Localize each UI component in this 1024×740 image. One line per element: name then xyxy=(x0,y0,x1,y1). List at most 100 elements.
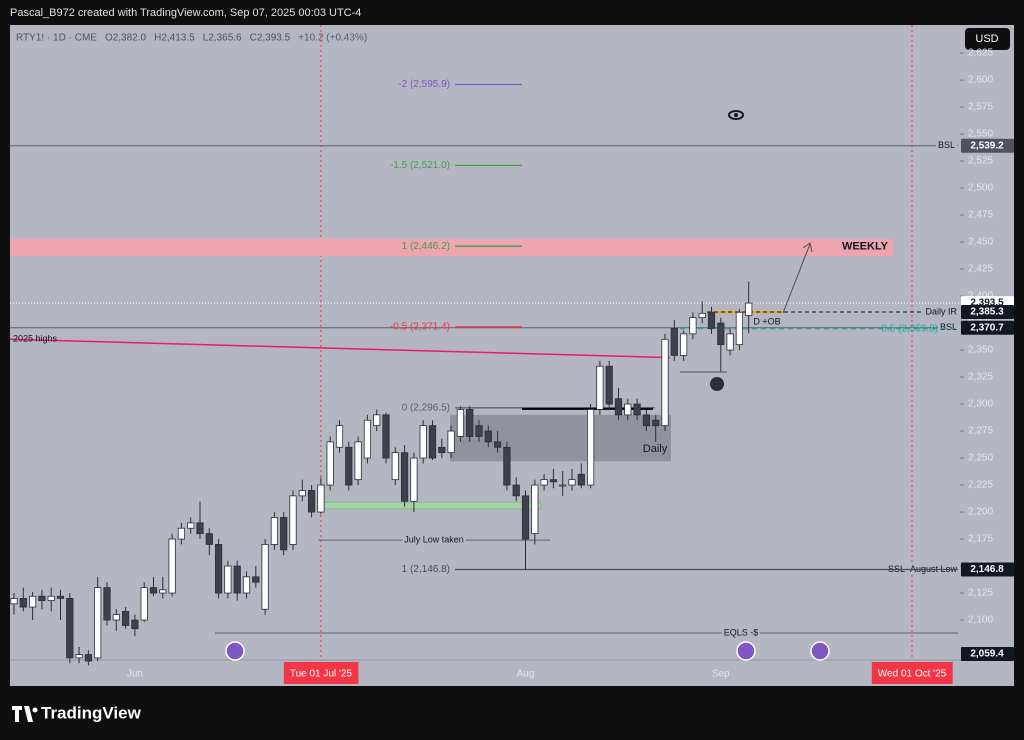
candle-body xyxy=(587,409,595,486)
x-tick-label: Tue 01 Jul '25 xyxy=(290,669,353,680)
zone xyxy=(450,414,671,462)
y-tick-label: 2,275 xyxy=(968,426,993,437)
legend-text: RTY1! · 1D · CME xyxy=(16,33,97,44)
price-label-bg xyxy=(961,562,1014,577)
zone-label: D +OB xyxy=(753,317,780,327)
candle-body xyxy=(466,409,474,437)
candle-body xyxy=(270,517,279,545)
candle-body xyxy=(289,495,297,545)
legend-text: O2,382.0 xyxy=(105,33,147,44)
fib-label: 1 (2,446.2) xyxy=(402,241,450,252)
candle-body xyxy=(745,302,753,316)
candle-body xyxy=(47,595,55,602)
candle-body xyxy=(475,425,483,437)
legend-text: H2,413.5 xyxy=(154,33,195,44)
zone-label: Daily xyxy=(643,443,668,455)
candle-body xyxy=(196,522,204,535)
candle-body xyxy=(382,414,390,459)
candle-body xyxy=(707,311,716,329)
line-label: Daily IR xyxy=(925,306,957,316)
y-tick-label: 2,225 xyxy=(968,480,993,491)
candle-body xyxy=(521,495,530,540)
label-bg xyxy=(721,627,761,638)
candle-body xyxy=(214,544,223,594)
price-label: 2,539.2 xyxy=(970,140,1004,151)
eye-icon[interactable] xyxy=(728,110,744,120)
line-label: July Low taken xyxy=(404,535,464,545)
x-marker-bg xyxy=(871,662,953,684)
candle-body xyxy=(56,595,65,599)
price-label-bg xyxy=(961,304,1014,319)
eye-pupil xyxy=(734,113,738,117)
candle-body xyxy=(252,576,260,583)
candle-body xyxy=(596,365,604,410)
candle-body xyxy=(670,328,678,356)
chart-area xyxy=(10,25,1014,686)
candle-body xyxy=(493,441,502,448)
candle-body xyxy=(503,446,511,486)
candle-body xyxy=(717,322,725,346)
y-tick-label: 2,175 xyxy=(968,534,993,545)
candle-body xyxy=(28,595,37,608)
candle-body xyxy=(577,473,585,486)
candle-body xyxy=(122,611,130,626)
price-label-bg xyxy=(961,320,1014,335)
candle-body xyxy=(661,338,669,427)
candle-body xyxy=(317,484,325,513)
candle-body xyxy=(735,311,744,346)
line-label: BSL xyxy=(938,140,955,150)
currency-button[interactable] xyxy=(965,28,1010,50)
candle-body xyxy=(242,576,251,594)
fib-label: 0.5 (2,369.8) xyxy=(881,323,938,334)
candle-body xyxy=(149,587,158,594)
y-tick-label: 2,475 xyxy=(968,210,993,221)
marker-dot xyxy=(710,377,724,391)
candle-body xyxy=(335,425,344,448)
label-bg xyxy=(935,140,957,151)
candle-body xyxy=(428,425,437,459)
y-tick-label: 2,250 xyxy=(968,453,993,464)
fib-label: -2 (2,595.9) xyxy=(398,79,450,90)
candle-body xyxy=(605,365,613,405)
fib-label: -0.5 (2,371.4) xyxy=(390,322,450,333)
y-tick-label: 2,125 xyxy=(968,588,993,599)
price-label-bg xyxy=(961,138,1014,153)
legend-text: +10.2 (+0.43%) xyxy=(298,33,367,44)
candle-body xyxy=(66,598,74,659)
candle-body xyxy=(261,544,269,610)
zone xyxy=(10,238,893,257)
candle-body xyxy=(38,595,46,602)
candle-body xyxy=(345,446,353,486)
candle-body xyxy=(652,419,660,427)
candle-body xyxy=(410,457,418,502)
zone xyxy=(317,501,542,510)
drawing-arrow xyxy=(680,242,813,373)
candle-body xyxy=(540,479,548,486)
fib-label: 1 (2,146.8) xyxy=(402,564,450,575)
label-bg xyxy=(923,306,960,317)
price-label: 2,370.7 xyxy=(970,322,1004,333)
candle-body xyxy=(438,446,446,454)
trendline xyxy=(9,338,671,359)
candle-body xyxy=(400,452,409,502)
event-icons[interactable] xyxy=(225,641,830,661)
line-label: BSL xyxy=(940,322,957,332)
price-label-bg xyxy=(961,647,1014,661)
candle-body xyxy=(363,419,372,459)
candle-body xyxy=(84,654,92,662)
y-tick-label: 2,500 xyxy=(968,183,993,194)
zone-label: WEEKLY xyxy=(842,241,889,253)
candle-body xyxy=(680,333,688,356)
y-tick-label: 2,550 xyxy=(968,129,993,140)
y-tick-label: 2,325 xyxy=(968,372,993,383)
candle-body xyxy=(205,533,213,545)
currency[interactable]: USD xyxy=(975,33,998,45)
brand: TradingView xyxy=(41,703,142,722)
candle-body xyxy=(94,587,102,659)
candle-body xyxy=(103,587,111,621)
candle-body xyxy=(187,522,195,529)
price-label: 2,146.8 xyxy=(970,564,1004,575)
candle-body xyxy=(307,490,316,513)
candle-body xyxy=(633,403,641,416)
